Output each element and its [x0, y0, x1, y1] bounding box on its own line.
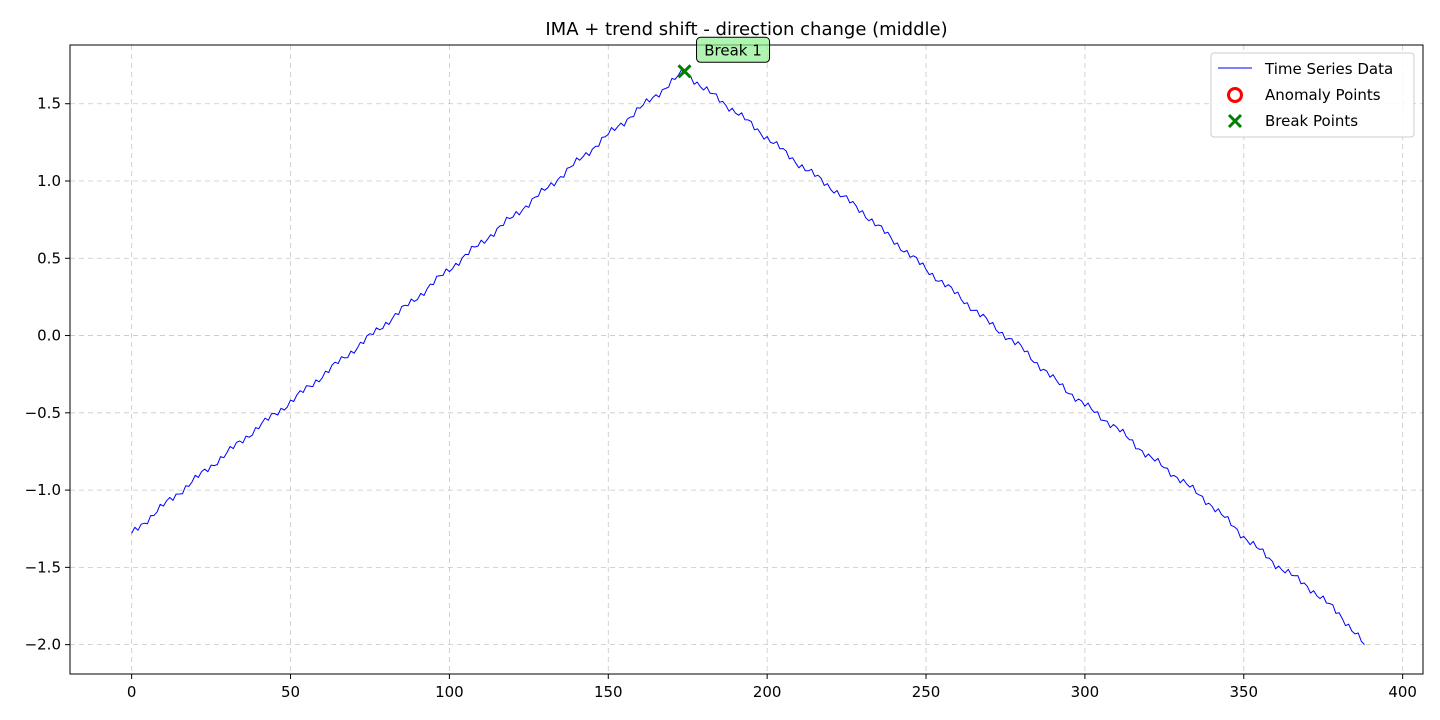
break-point-marker — [677, 64, 692, 79]
legend-swatch-anomaly-points — [1227, 87, 1243, 103]
legend-swatch-break-points — [1227, 113, 1243, 129]
series-line-time-series-data — [131, 69, 1365, 645]
x-tick-label: 50 — [281, 683, 300, 701]
legend: Time Series Data Anomaly Points Break Poin… — [1210, 52, 1415, 138]
markers: Break 1 — [677, 36, 771, 79]
y-tick-label: 0.5 — [37, 249, 61, 267]
x-tick-label: 400 — [1388, 683, 1417, 701]
y-tick-label: −1.5 — [25, 558, 61, 576]
x-axis: 0 50 100 150 200 250 300 350 400 — [127, 674, 1417, 701]
y-tick-label: 0.0 — [37, 327, 61, 345]
y-tick-label: 1.5 — [37, 95, 61, 113]
y-tick-label: −2.0 — [25, 636, 61, 654]
x-tick-label: 300 — [1071, 683, 1100, 701]
legend-label-anomaly-points: Anomaly Points — [1265, 86, 1381, 104]
x-tick-label: 0 — [127, 683, 137, 701]
chart-title: IMA + trend shift - direction change (mi… — [545, 19, 947, 40]
legend-label-time-series-data: Time Series Data — [1264, 60, 1393, 78]
x-tick-label: 100 — [435, 683, 464, 701]
x-tick-label: 250 — [912, 683, 941, 701]
y-tick-label: 1.0 — [37, 172, 61, 190]
legend-box — [1210, 52, 1415, 138]
break-point-annotation-box — [696, 36, 771, 63]
y-axis: −2.0 −1.5 −1.0 −0.5 0.0 0.5 1.0 1.5 — [25, 95, 70, 654]
y-tick-label: −1.0 — [25, 481, 61, 499]
y-tick-label: −0.5 — [25, 404, 61, 422]
x-tick-label: 200 — [753, 683, 782, 701]
grid — [70, 45, 1423, 674]
x-tick-label: 150 — [594, 683, 623, 701]
break-point-annotation: Break 1 — [704, 41, 762, 59]
series-layer — [131, 69, 1365, 645]
legend-label-break-points: Break Points — [1265, 112, 1358, 130]
x-tick-label: 350 — [1229, 683, 1258, 701]
